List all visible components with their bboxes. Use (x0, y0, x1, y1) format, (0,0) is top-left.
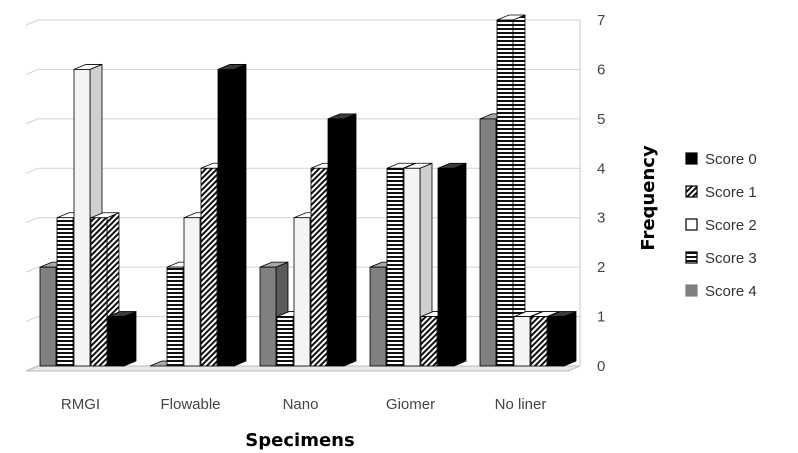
legend-swatch (685, 251, 698, 264)
bar-front (369, 266, 387, 367)
gridline-depth (25, 118, 39, 125)
gridline-depth (25, 19, 39, 26)
bar-front (530, 316, 548, 367)
bar-front (39, 266, 57, 367)
bar-front (73, 69, 91, 367)
bar-front (327, 118, 345, 367)
bar-front (420, 316, 438, 367)
y-tick-label: 2 (597, 259, 605, 276)
x-category-label: Flowable (160, 396, 220, 413)
legend-label: Score 2 (705, 217, 757, 234)
y-axis-title: Frequency (638, 145, 659, 251)
legend-item: Score 2 (685, 217, 757, 234)
legend: Score 0 Score 1 Score 2 Score 3 Score 4 (685, 151, 757, 300)
gridline-depth (25, 217, 39, 224)
legend-item: Score 4 (685, 283, 757, 300)
y-tick-labels: 0 1 2 3 4 5 6 7 (597, 12, 605, 375)
x-category-label: No liner (495, 396, 547, 413)
x-category-label: Nano (283, 396, 319, 413)
legend-item: Score 0 (685, 151, 757, 168)
x-category-label: Giomer (386, 396, 435, 413)
y-tick-label: 4 (597, 160, 605, 177)
bar (327, 113, 357, 367)
gridline-depth (25, 266, 39, 273)
bar-front (56, 217, 74, 367)
y-tick-label: 7 (597, 12, 605, 29)
bar-front (259, 266, 277, 367)
bar-front (547, 316, 565, 367)
bar-side (343, 113, 357, 367)
bar-front (403, 167, 421, 367)
gridline-depth (25, 167, 39, 174)
legend-swatch (685, 218, 698, 231)
bar-side (563, 310, 577, 367)
legend-label: Score 0 (705, 151, 757, 168)
bar (437, 162, 467, 367)
bar-front (200, 167, 218, 367)
bar-side (453, 162, 467, 367)
x-axis-title: Specimens (245, 430, 354, 451)
legend-swatch (685, 185, 698, 198)
gridline-depth (25, 316, 39, 323)
bar-front (496, 19, 514, 367)
legend-item: Score 3 (685, 250, 757, 267)
y-tick-label: 1 (597, 309, 605, 326)
bar-front (276, 316, 294, 367)
bar-front (293, 217, 311, 367)
bar-front (386, 167, 404, 367)
bar-front (217, 69, 235, 367)
legend-swatch (685, 284, 698, 297)
bar (217, 63, 247, 367)
y-tick-label: 3 (597, 210, 605, 227)
bar-front (479, 118, 497, 367)
gridline-depth (25, 68, 39, 75)
legend-label: Score 4 (705, 283, 757, 300)
bar-front (513, 316, 531, 367)
y-tick-label: 5 (597, 111, 605, 128)
chart-floor (25, 365, 581, 372)
legend-swatch (685, 152, 698, 165)
x-category-label: RMGI (61, 396, 100, 413)
bar-front (437, 167, 455, 367)
bar-front (166, 266, 184, 367)
bar (107, 310, 137, 367)
bar-front (90, 217, 108, 367)
bar (547, 310, 577, 367)
y-tick-label: 0 (597, 358, 605, 375)
x-category-labels: RMGI Flowable Nano Giomer No liner (61, 396, 546, 413)
legend-label: Score 3 (705, 250, 757, 267)
legend-label: Score 1 (705, 184, 757, 201)
bar-side (233, 63, 247, 367)
bar-side (123, 310, 137, 367)
y-tick-label: 6 (597, 61, 605, 78)
bar-front (107, 316, 125, 367)
legend-item: Score 1 (685, 184, 757, 201)
bar-front (310, 167, 328, 367)
bars (39, 14, 577, 367)
bar-front (183, 217, 201, 367)
